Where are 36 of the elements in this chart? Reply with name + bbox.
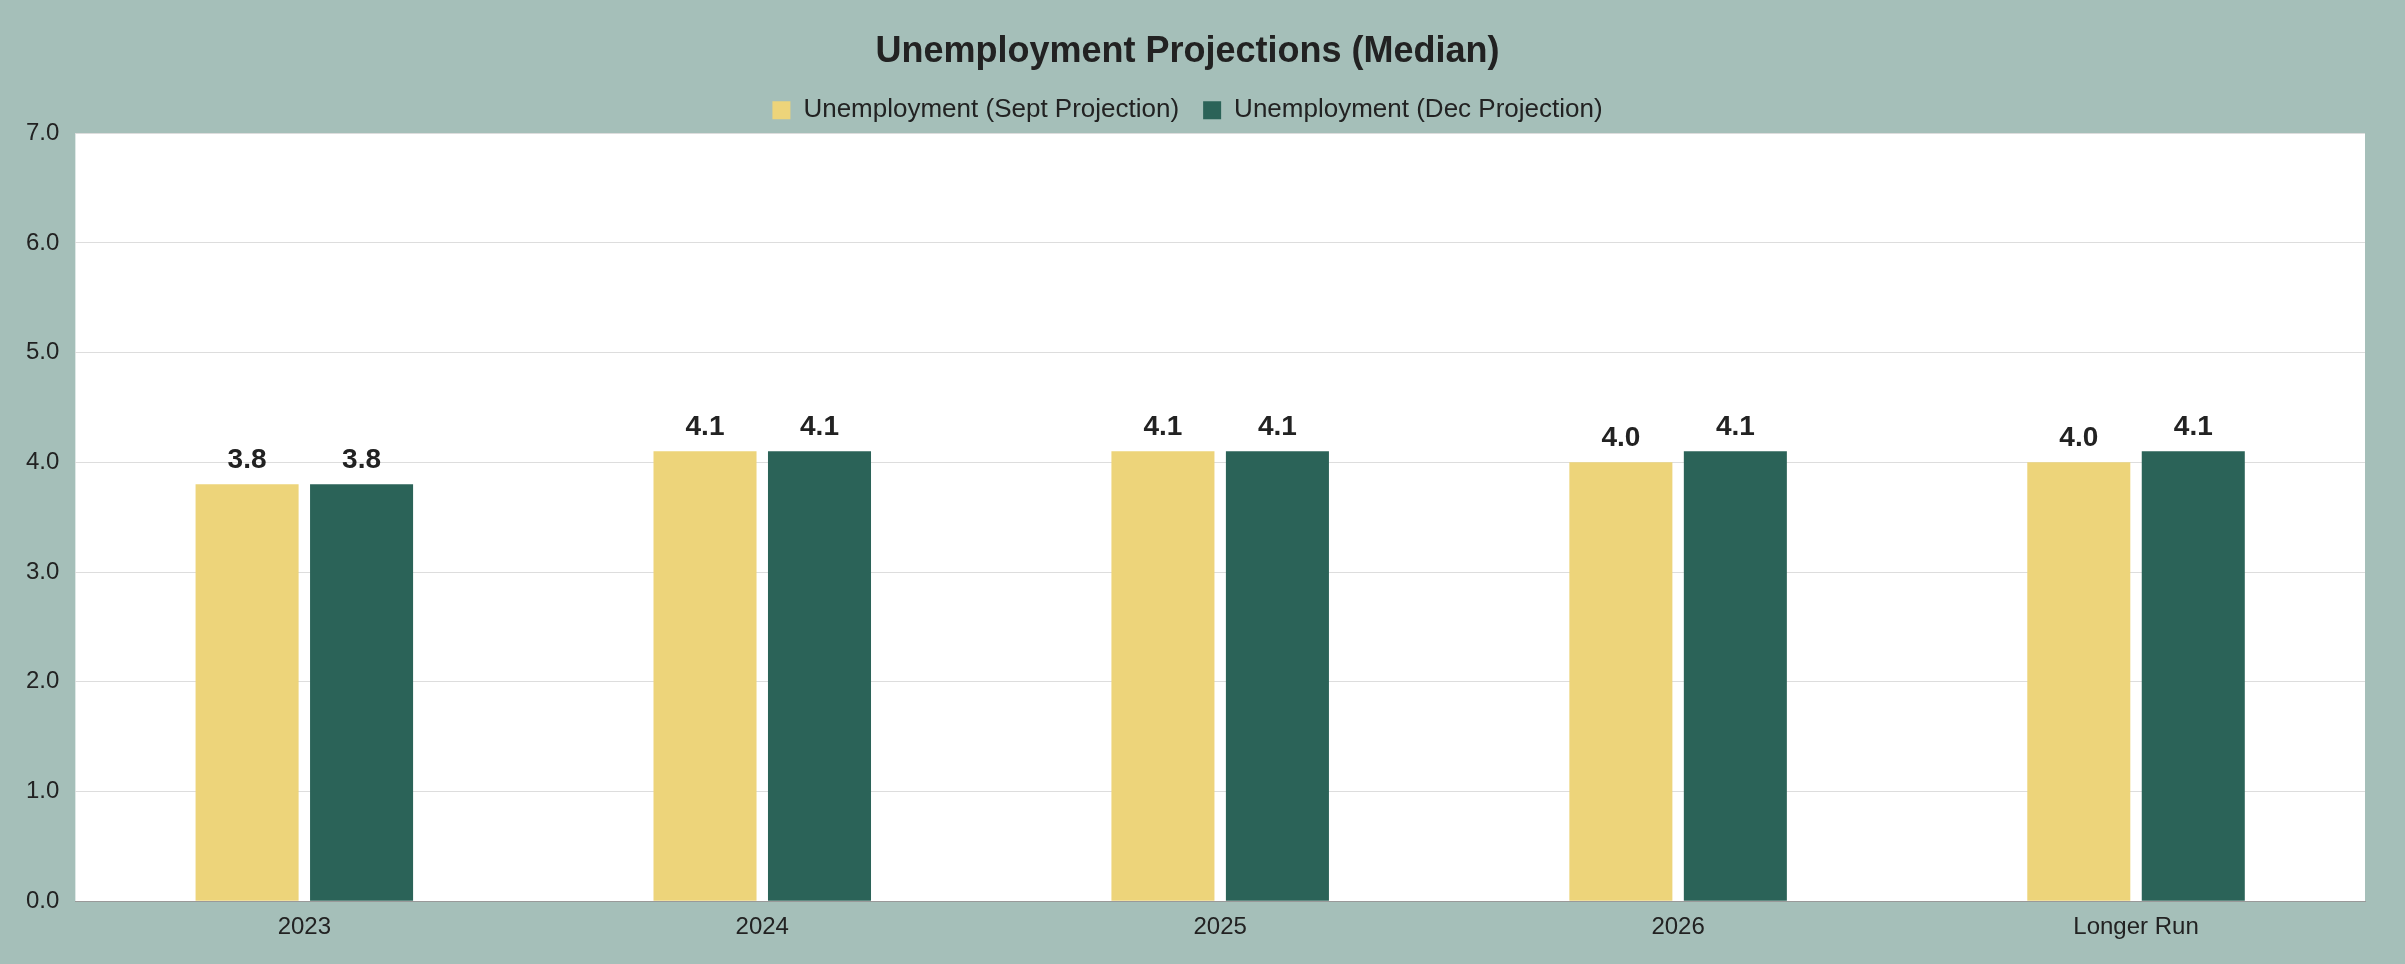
y-tick-label: 5.0 bbox=[25, 337, 60, 365]
bar bbox=[310, 484, 414, 901]
bar bbox=[1225, 451, 1329, 901]
y-tick-label: 1.0 bbox=[25, 776, 60, 804]
data-label: 4.1 bbox=[800, 410, 839, 442]
bar bbox=[1683, 451, 1787, 901]
bar bbox=[653, 451, 757, 901]
data-label: 4.0 bbox=[2059, 421, 2099, 453]
y-tick-label: 2.0 bbox=[25, 666, 60, 694]
x-tick-label: 2024 bbox=[735, 912, 789, 940]
data-label: 4.1 bbox=[1715, 410, 1755, 442]
data-label: 4.1 bbox=[1143, 410, 1183, 442]
bar bbox=[1111, 451, 1215, 901]
legend-label: Unemployment (Sept Projection) bbox=[803, 93, 1180, 124]
bar bbox=[2141, 451, 2245, 901]
x-tick-label: Longer Run bbox=[2073, 912, 2199, 940]
y-tick-label: 4.0 bbox=[25, 446, 60, 474]
x-tick-label: 2025 bbox=[1193, 912, 1247, 940]
chart-title: Unemployment Projections (Median) bbox=[875, 28, 1500, 70]
bar bbox=[2027, 462, 2131, 901]
bar bbox=[195, 484, 299, 901]
bar bbox=[1569, 462, 1673, 901]
y-tick-label: 7.0 bbox=[25, 117, 60, 145]
y-tick-label: 3.0 bbox=[25, 556, 60, 584]
data-label: 4.0 bbox=[1601, 421, 1641, 453]
bar bbox=[767, 451, 872, 901]
x-tick-label: 2026 bbox=[1651, 912, 1705, 940]
legend-label: Unemployment (Dec Projection) bbox=[1234, 93, 1603, 124]
data-label: 3.8 bbox=[227, 443, 267, 474]
y-tick-label: 0.0 bbox=[25, 885, 60, 913]
data-label: 4.1 bbox=[685, 410, 725, 442]
y-tick-label: 6.0 bbox=[25, 227, 60, 255]
data-label: 4.1 bbox=[2173, 410, 2213, 442]
data-label: 3.8 bbox=[342, 443, 382, 474]
data-label: 4.1 bbox=[1257, 410, 1297, 442]
x-tick-label: 2023 bbox=[277, 912, 332, 940]
